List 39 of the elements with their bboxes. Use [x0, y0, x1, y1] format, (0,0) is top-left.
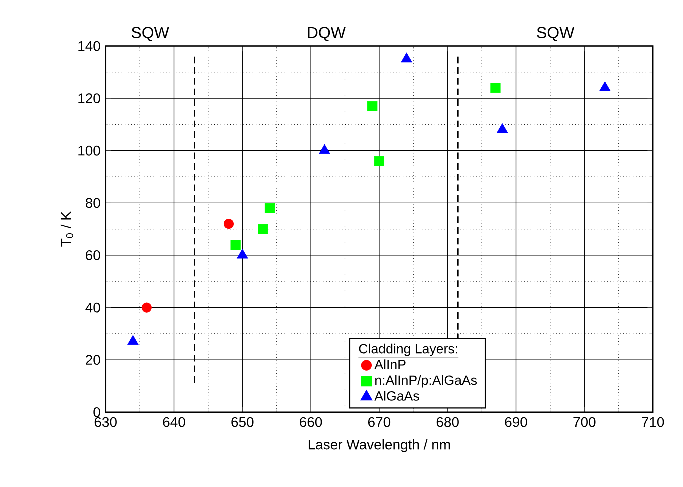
x-tick-label: 680: [436, 417, 459, 428]
point: [368, 101, 378, 112]
y-tick-label: 0: [94, 407, 100, 418]
legend-title: Cladding Layers:: [359, 344, 458, 356]
point: [496, 123, 508, 134]
legend-label: AlInP: [374, 360, 406, 370]
x-axis-title: Laser Wavelength / nm: [308, 439, 450, 452]
text: SQW: [132, 27, 170, 42]
x-tick-label: 700: [574, 417, 596, 428]
x-tick-label: 630: [94, 417, 117, 428]
x-tick-label: 650: [232, 417, 254, 428]
y-tick-label: 20: [86, 355, 100, 365]
x-tick-label: 640: [163, 417, 186, 428]
text: SQW: [537, 27, 575, 42]
y-tick-label: 80: [86, 198, 100, 208]
x-tick-label: 660: [300, 417, 322, 428]
y-axis-title: T$_{0}$ / K: [60, 212, 74, 247]
point: [230, 240, 241, 250]
y-tick-label: 40: [86, 302, 100, 313]
legend-label: AlGaAs: [374, 390, 420, 401]
point: [374, 156, 385, 166]
legend-label: n:AlInP/p:AlGaAs: [376, 375, 478, 388]
point: [319, 144, 330, 154]
point: [237, 248, 248, 259]
point: [264, 203, 276, 214]
point: [490, 82, 501, 94]
y-tick-label: 140: [78, 41, 100, 52]
point: [258, 224, 268, 234]
x-tick-label: 690: [505, 417, 528, 428]
point: [224, 218, 234, 230]
point: [142, 302, 152, 313]
x-tick-label: 710: [642, 417, 664, 428]
text: DQW: [308, 27, 346, 42]
y-tick-label: 100: [78, 146, 100, 156]
x-tick-label: 670: [368, 417, 391, 428]
y-tick-label: 120: [78, 93, 100, 104]
point: [401, 52, 412, 63]
point: [600, 82, 611, 92]
y-tick-label: 60: [86, 250, 100, 260]
